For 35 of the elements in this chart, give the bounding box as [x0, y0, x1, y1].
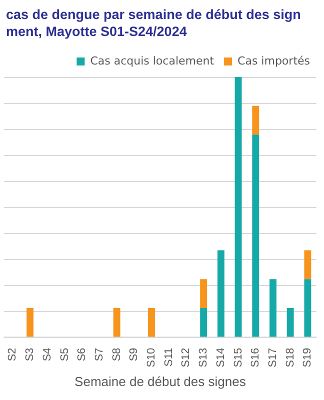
x-tick-label: S10	[146, 348, 158, 368]
bar	[148, 308, 155, 337]
bar	[304, 279, 312, 337]
legend-label: Cas importés	[238, 54, 310, 68]
x-tick-label: S7	[93, 348, 106, 362]
bar	[113, 308, 120, 337]
x-tick-label: S15	[232, 348, 244, 368]
x-tick-label: S16	[250, 348, 262, 368]
x-tick-label: S4	[41, 348, 54, 362]
bar	[270, 279, 276, 337]
chart-title: cas de dengue par semaine de début des sign ment, Mayotte S01-S24/2024	[5, 6, 302, 41]
bar	[304, 250, 312, 280]
bar	[286, 308, 294, 337]
bar	[200, 279, 208, 308]
x-tick-label: S3	[24, 348, 36, 362]
x-tick-label: S19	[302, 348, 314, 368]
x-axis-title: Semaine de début des signes	[74, 374, 246, 389]
bar	[234, 77, 242, 337]
x-tick-label: S2	[6, 348, 19, 362]
bar	[217, 250, 224, 337]
x-tick-label: S18	[284, 348, 296, 368]
x-tick-label: S6	[76, 348, 88, 362]
bar	[252, 134, 260, 337]
bar	[252, 106, 260, 135]
x-tick-label: S13	[198, 348, 210, 368]
x-tick-label: S17	[267, 348, 280, 368]
bar	[26, 308, 34, 337]
legend-label: Cas acquis localement	[90, 54, 215, 68]
x-tick-label: S9	[128, 348, 140, 362]
x-tick-label: S11	[162, 348, 175, 367]
bar	[200, 308, 208, 337]
x-tick-label: S5	[58, 348, 71, 362]
x-tick-label: S14	[214, 348, 227, 368]
x-tick-label: S8	[110, 348, 123, 362]
x-tick-label: S12	[180, 348, 192, 368]
